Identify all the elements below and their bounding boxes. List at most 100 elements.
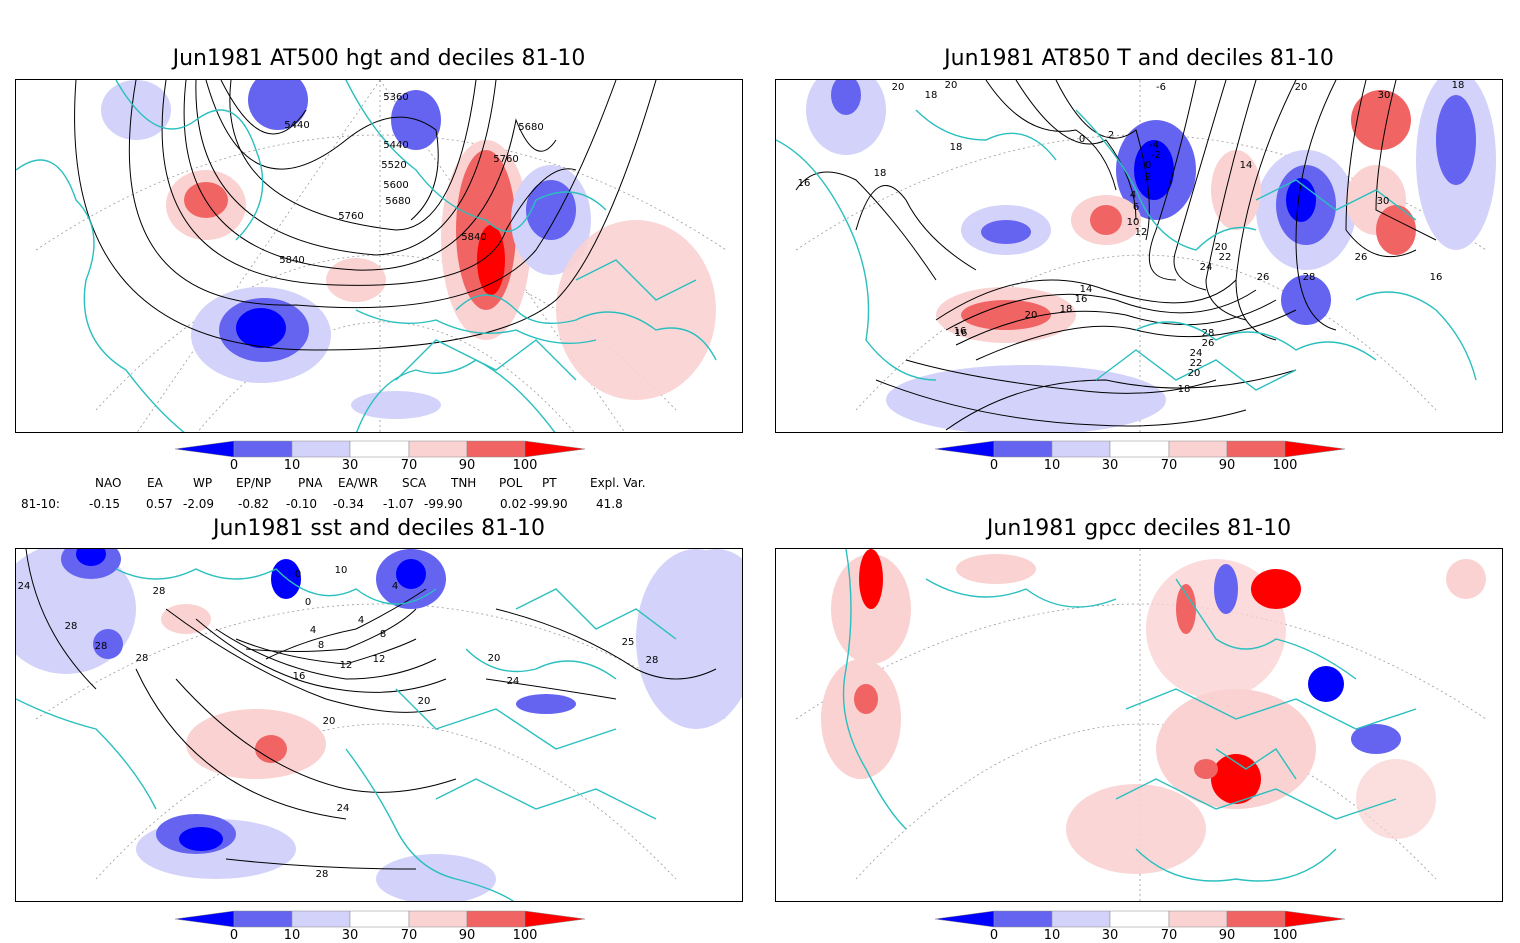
contour-label: 28: [136, 653, 149, 664]
colorbar-label: 30: [341, 458, 359, 473]
contour-label: -4: [1149, 140, 1159, 151]
colorbar-label: 100: [1272, 928, 1298, 943]
contour-label: 28: [1303, 272, 1316, 283]
colorbar-segment: [349, 440, 410, 458]
colorbar-segment: [291, 910, 351, 928]
colorbar-segment: [1168, 440, 1228, 458]
colorbar-segment: [233, 910, 293, 928]
map-panel-t850: 20 20 18 18 16 18 0 2 -6 -4 -2 0 2 4 6 1…: [775, 79, 1503, 433]
index-value: -1.07: [383, 497, 415, 511]
index-value: -0.15: [89, 497, 121, 511]
colorbar-segment: [524, 440, 586, 458]
contour-label: 18: [1060, 304, 1073, 315]
panel-title-sst: Jun1981 sst and deciles 81-10: [212, 516, 546, 541]
colorbar-segment: [1051, 440, 1111, 458]
contour-label: 12: [373, 654, 386, 665]
colorbar-segment: [349, 910, 410, 928]
colorbar-segment: [174, 910, 235, 928]
index-value: -0.82: [238, 497, 270, 511]
colorbar-segment: [1226, 910, 1286, 928]
index-header: EA/WR: [338, 476, 379, 490]
contour-label: 8: [380, 629, 386, 640]
colorbar-label: 100: [512, 458, 538, 473]
contour-label: 16: [1075, 294, 1088, 305]
contour-label: 18: [874, 168, 887, 179]
colorbar-label: 10: [1043, 458, 1061, 473]
contour-label: 18: [1452, 80, 1465, 91]
contour-label: 5840: [279, 255, 304, 266]
colorbar-label: 100: [512, 928, 538, 943]
index-header: WP: [193, 476, 213, 490]
map-t850: 20 20 18 18 16 18 0 2 -6 -4 -2 0 2 4 6 1…: [776, 80, 1496, 432]
colorbar-segment: [466, 440, 526, 458]
colorbar-segment: [1226, 440, 1286, 458]
contour-label: 28: [65, 621, 78, 632]
contour-label: 5760: [338, 211, 363, 222]
contour-label: 0: [1079, 134, 1085, 145]
index-header: NAO: [95, 476, 122, 490]
index-value: 0.57: [146, 497, 173, 511]
contour-label: 18: [925, 90, 938, 101]
contour-label: 16: [954, 326, 967, 337]
colorbar-segment: [993, 440, 1053, 458]
colorbar-label: 0: [229, 928, 239, 943]
contour-label: 24: [507, 676, 520, 687]
colorbar-label: 100: [1272, 458, 1298, 473]
contour-label: 20: [892, 82, 905, 93]
index-row-label: 81-10:: [21, 497, 60, 511]
map-gpcc: [795, 549, 1487, 901]
contour-label: 30: [1378, 90, 1391, 101]
contour-label: 5600: [383, 180, 408, 191]
colorbar-bottom-right: 0 10 30 70 90 100: [934, 910, 1346, 943]
contour-label: 14: [1240, 160, 1253, 171]
contour-label: 10: [1127, 217, 1140, 228]
contour-label: 5680: [518, 122, 543, 133]
colorbar-label: 10: [1043, 928, 1061, 943]
contour-label: 5840: [461, 232, 486, 243]
map-panel-hgt500: 5360 5440 5440 5520 5600 5680 5680 5760 …: [15, 79, 743, 433]
colorbar-label: 30: [1101, 928, 1119, 943]
index-header: TNH: [451, 476, 477, 490]
contour-label: 6: [1133, 202, 1139, 213]
contour-label: 22: [1219, 252, 1232, 263]
index-value: -0.34: [333, 497, 365, 511]
colorbar-label: 30: [341, 928, 359, 943]
contour-label: 8: [318, 640, 324, 651]
colorbar-label: 70: [1160, 458, 1178, 473]
contour-label: 18: [1178, 384, 1191, 395]
contour-label: 16: [1430, 272, 1443, 283]
colorbar-label: 70: [400, 458, 418, 473]
contour-label: 26: [1202, 338, 1215, 349]
contour-label: 5360: [383, 92, 408, 103]
contour-label: 24: [337, 803, 350, 814]
contour-label: 5440: [284, 120, 309, 131]
colorbar-top-right: 0 10 30 70 90 100: [934, 440, 1346, 474]
colorbar-label: 0: [229, 458, 239, 473]
map-sst: 24 28 28 28 28 0 0 10 4 4 8 8 12 16 20 2…: [16, 549, 742, 901]
contour-label: 22: [1190, 358, 1203, 369]
colorbar-label: 90: [1218, 928, 1236, 943]
colorbar-top-left: 0 10 30 70 90 100: [174, 440, 586, 474]
panel-title-t850: Jun1981 AT850 T and deciles 81-10: [944, 46, 1334, 71]
map-hgt500: 5360 5440 5440 5520 5600 5680 5680 5760 …: [16, 80, 727, 432]
contour-label: 16: [955, 328, 968, 339]
contour-label: 20: [418, 696, 431, 707]
colorbar-segment: [993, 910, 1053, 928]
contour-label: 14: [1080, 284, 1093, 295]
contour-label: 16: [293, 671, 306, 682]
contour-label: 18: [950, 142, 963, 153]
map-panel-sst: 24 28 28 28 28 0 0 10 4 4 8 8 12 16 20 2…: [15, 548, 743, 902]
map-panel-gpcc: [775, 548, 1503, 902]
index-header: Expl. Var.: [590, 476, 646, 490]
contour-label: 20: [1188, 368, 1201, 379]
contour-label: 28: [153, 586, 166, 597]
contour-label: 4: [1130, 190, 1136, 201]
colorbar-label: 0: [989, 458, 999, 473]
contour-label: 10: [335, 565, 348, 576]
panel-title-gpcc: Jun1981 gpcc deciles 81-10: [986, 516, 1292, 541]
index-header: SCA: [402, 476, 427, 490]
contour-label: 25: [622, 637, 635, 648]
colorbar-label: 10: [283, 458, 301, 473]
contour-label: 5760: [493, 154, 518, 165]
colorbar-strip: [934, 440, 1346, 458]
